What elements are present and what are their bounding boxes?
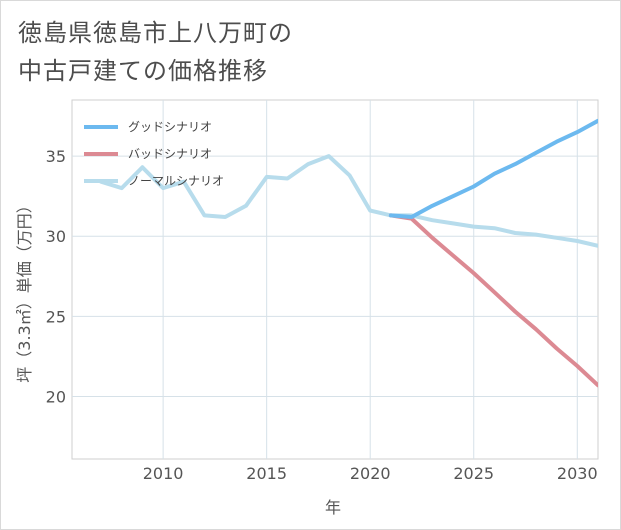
x-tick-label: 2015 [246,464,287,483]
x-tick-label: 2010 [143,464,184,483]
y-tick-label: 30 [46,227,66,246]
bad-scenario-legend-label: バッドシナリオ [128,147,212,161]
y-axis-title: 坪（3.3㎡）単価（万円） [15,197,34,382]
x-tick-label: 2020 [350,464,391,483]
normal-scenario-line [99,154,598,248]
good-scenario-line [388,118,598,219]
chart-title-line-2: 中古戸建ての価格推移 [18,57,268,85]
series-lines [99,118,598,388]
grid-lines [72,100,598,459]
x-tick-label: 2025 [453,464,494,483]
chart-title: 徳島県徳島市上八万町の 中古戸建ての価格推移 [18,14,293,90]
x-axis-title: 年 [325,498,341,517]
good-scenario-legend-label: グッドシナリオ [128,120,212,134]
y-tick-label: 35 [46,147,66,166]
chart-title-line-1: 徳島県徳島市上八万町の [18,19,293,47]
bad-scenario-line [388,213,598,388]
y-tick-label: 20 [46,387,66,406]
x-tick-label: 2030 [557,464,598,483]
normal-scenario-legend-label: ノーマルシナリオ [128,174,224,188]
y-tick-label: 25 [46,307,66,326]
